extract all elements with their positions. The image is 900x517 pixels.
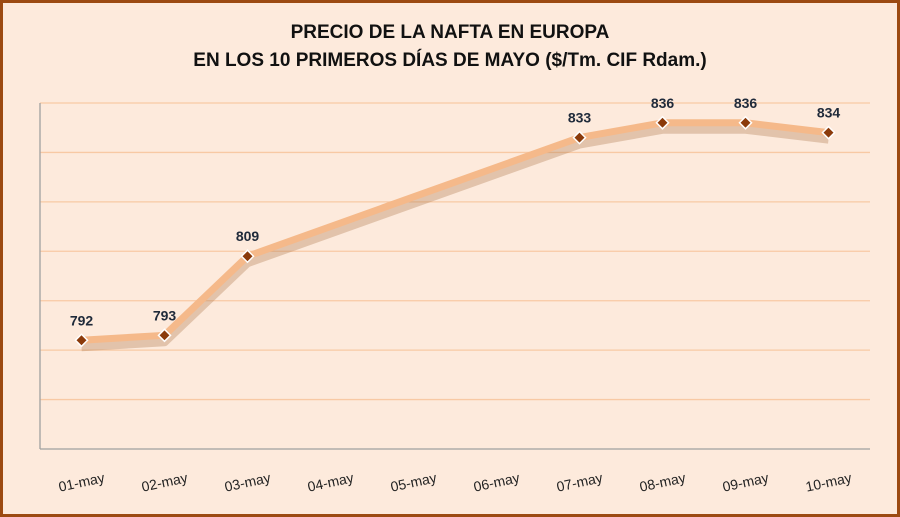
data-point-marker (240, 249, 255, 264)
chart-title-line-1: PRECIO DE LA NAFTA EN EUROPA (291, 22, 610, 43)
data-point-marker (821, 125, 836, 140)
chart-title-line-2: EN LOS 10 PRIMEROS DÍAS DE MAYO ($/Tm. C… (193, 49, 706, 71)
data-label: 833 (568, 110, 592, 126)
data-label: 836 (734, 95, 758, 111)
data-point-marker (157, 328, 172, 343)
data-point-marker (738, 115, 753, 130)
data-label: 809 (236, 228, 260, 244)
data-label: 836 (651, 95, 675, 111)
data-label: 793 (153, 307, 177, 323)
data-point-marker (655, 115, 670, 130)
data-label: 834 (817, 105, 841, 121)
data-point-marker (572, 130, 587, 145)
data-label: 792 (70, 312, 94, 328)
data-point-marker (74, 333, 89, 348)
